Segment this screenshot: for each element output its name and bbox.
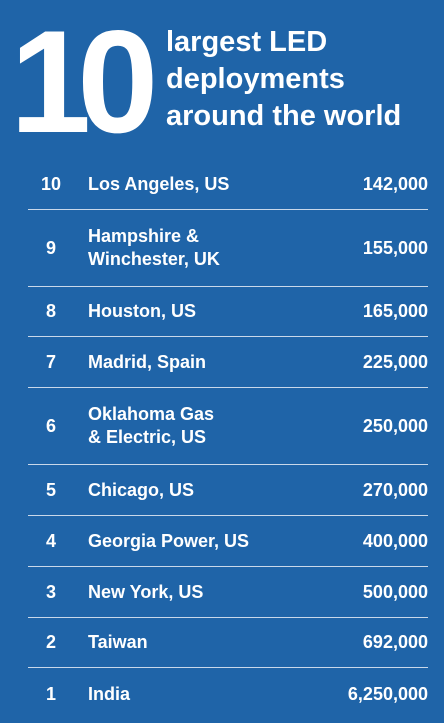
table-row: 9 Hampshire & Winchester, UK 155,000 xyxy=(28,210,428,287)
rank: 10 xyxy=(40,174,62,194)
header: 10 largest LED deployments around the wo… xyxy=(0,0,444,160)
rank: 4 xyxy=(45,530,56,551)
title: largest LED deployments around the world xyxy=(166,26,402,132)
place: Oklahoma Gas & Electric, US xyxy=(88,404,215,447)
rank: 8 xyxy=(45,301,56,321)
place: Georgia Power, US xyxy=(88,530,250,551)
count: 6,250,000 xyxy=(347,683,428,704)
rank: 3 xyxy=(45,581,56,602)
count: 165,000 xyxy=(362,301,428,321)
table-row: 8 Houston, US 165,000 xyxy=(28,287,428,337)
place: Taiwan xyxy=(88,632,148,652)
count: 250,000 xyxy=(362,415,428,436)
count: 692,000 xyxy=(362,632,428,652)
place: Hampshire & Winchester, UK xyxy=(88,226,220,269)
table-row: 7 Madrid, Spain 225,000 xyxy=(28,337,428,388)
place: India xyxy=(88,683,131,704)
table-row: 1 India 6,250,000 xyxy=(28,668,428,720)
table-row: 6 Oklahoma Gas & Electric, US 250,000 xyxy=(28,388,428,465)
rank: 9 xyxy=(45,237,56,258)
rank: 7 xyxy=(45,351,56,372)
big-number: 10 xyxy=(10,0,158,163)
place: Los Angeles, US xyxy=(88,174,230,194)
rank: 6 xyxy=(45,415,56,436)
ranking-table: 10 Los Angeles, US 142,000 9 Hampshire &… xyxy=(28,160,428,720)
table-row: 3 New York, US 500,000 xyxy=(28,567,428,618)
count: 155,000 xyxy=(362,237,428,258)
place: Madrid, Spain xyxy=(88,351,207,372)
table-row: 5 Chicago, US 270,000 xyxy=(28,465,428,516)
count: 500,000 xyxy=(362,581,428,602)
rank: 2 xyxy=(45,632,56,652)
table-row: 10 Los Angeles, US 142,000 xyxy=(28,160,428,210)
count: 400,000 xyxy=(362,530,428,551)
place: Chicago, US xyxy=(88,479,195,500)
table-row: 4 Georgia Power, US 400,000 xyxy=(28,516,428,567)
place: New York, US xyxy=(88,581,204,602)
place: Houston, US xyxy=(88,301,196,321)
count: 225,000 xyxy=(362,351,428,372)
count: 142,000 xyxy=(362,174,428,194)
table-row: 2 Taiwan 692,000 xyxy=(28,618,428,668)
count: 270,000 xyxy=(362,479,428,500)
rank: 1 xyxy=(45,683,56,704)
rank: 5 xyxy=(45,479,56,500)
